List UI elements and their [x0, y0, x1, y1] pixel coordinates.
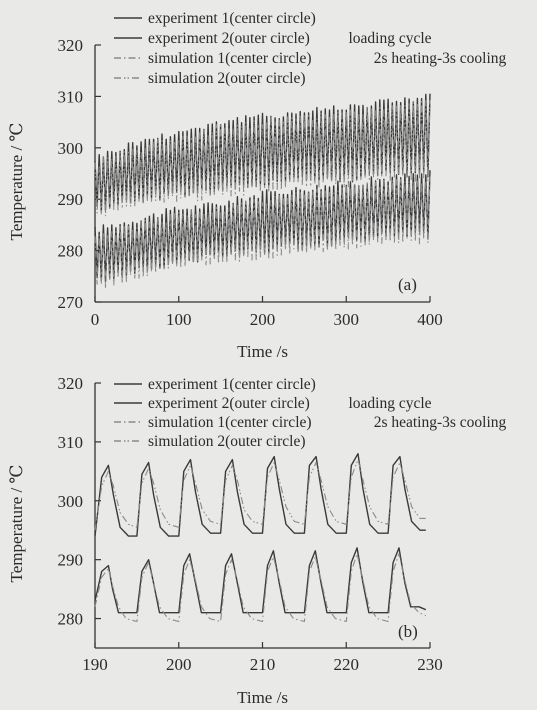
legend-label-1: experiment 1(center circle)	[148, 10, 316, 27]
series-line-2	[94, 453, 426, 537]
y-tick-label: 320	[58, 36, 84, 55]
legend-note-1: loading cycle	[348, 30, 431, 47]
x-tick-label: 400	[417, 310, 443, 329]
legend-note-2: 2s heating-3s cooling	[374, 50, 507, 67]
chart-panel-b: 280 290 300 310 320 190 200 210 220 230 Time /s Tem…	[7, 374, 507, 707]
series-line-1	[94, 547, 427, 614]
legend-label-4: simulation 2(outer circle)	[148, 433, 306, 450]
series-line-3	[94, 176, 431, 288]
y-tick-label: 320	[58, 374, 84, 393]
legend-label-3: simulation 1(center circle)	[148, 50, 312, 67]
x-tick-label: 200	[166, 655, 192, 674]
y-tick-label: 300	[58, 492, 84, 511]
series-line-2	[94, 93, 431, 212]
chart-panel-a: 270 280 290 300 310 320 0 100 200 300 400 Time /s Te…	[7, 10, 507, 361]
panel-label: (a)	[398, 275, 417, 294]
legend-label-2: experiment 2(outer circle)	[148, 30, 310, 47]
x-tick-label: 200	[250, 310, 276, 329]
y-tick-label: 310	[58, 87, 84, 106]
legend-label-2: experiment 2(outer circle)	[148, 395, 310, 412]
y-axis-label: Temperature / ℃	[7, 465, 26, 583]
y-tick-label: 310	[58, 433, 84, 452]
legend-note-2: 2s heating-3s cooling	[374, 414, 507, 431]
y-tick-label: 290	[58, 551, 84, 570]
y-tick-label: 280	[58, 610, 84, 629]
y-tick-label: 300	[58, 139, 84, 158]
panel-label: (b)	[398, 622, 418, 641]
legend-label-3: simulation 1(center circle)	[148, 414, 312, 431]
legend-note-1: loading cycle	[348, 395, 431, 412]
legend-label-4: simulation 2(outer circle)	[148, 70, 306, 87]
x-axis-label: Time /s	[237, 688, 288, 707]
x-tick-label: 220	[334, 655, 360, 674]
series-line-3	[94, 553, 427, 623]
y-axis-label: Temperature / ℃	[7, 123, 26, 241]
y-tick-label: 290	[58, 190, 84, 209]
legend-label-1: experiment 1(center circle)	[148, 376, 316, 393]
y-tick-label: 280	[58, 242, 84, 261]
y-tick-label: 270	[58, 293, 84, 312]
x-tick-label: 230	[417, 655, 443, 674]
x-axis-label: Time /s	[237, 342, 288, 361]
series-line-4	[94, 99, 431, 217]
x-tick-label: 100	[166, 310, 192, 329]
x-tick-label: 190	[82, 655, 108, 674]
x-tick-label: 300	[334, 310, 360, 329]
series-line-4	[94, 459, 426, 531]
x-tick-label: 0	[91, 310, 100, 329]
x-tick-label: 210	[250, 655, 276, 674]
